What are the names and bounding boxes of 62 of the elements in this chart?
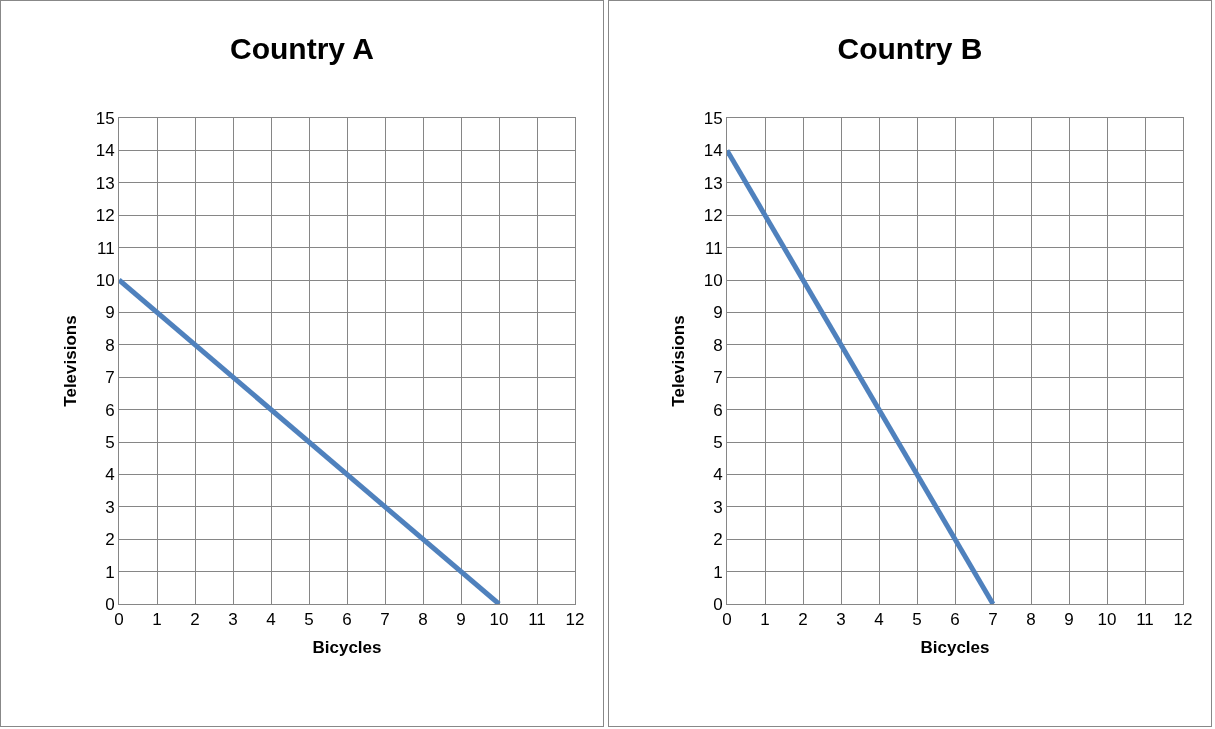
y-tick-label: 2 <box>713 530 723 550</box>
y-tick-label: 14 <box>703 141 723 161</box>
x-tick-label: 4 <box>266 610 276 630</box>
y-tick-label: 12 <box>703 206 723 226</box>
y-tick-label: 11 <box>96 238 115 258</box>
y-tick-label: 4 <box>713 465 723 485</box>
y-tick-label: 9 <box>713 303 723 323</box>
y-axis-title: Televisions <box>61 315 81 407</box>
x-tick-label: 10 <box>1097 610 1117 630</box>
x-tick-label: 9 <box>1064 610 1074 630</box>
x-tick-label: 1 <box>152 610 162 630</box>
y-tick-label: 6 <box>713 400 723 420</box>
x-tick-label: 8 <box>418 610 428 630</box>
x-tick-label: 2 <box>190 610 200 630</box>
y-tick-label: 15 <box>95 108 115 128</box>
x-tick-label: 5 <box>912 610 922 630</box>
x-tick-label: 12 <box>565 610 585 630</box>
x-tick-label: 6 <box>950 610 960 630</box>
x-axis-title: Bicycles <box>920 637 990 657</box>
x-tick-label: 7 <box>380 610 390 630</box>
x-tick-label: 9 <box>456 610 466 630</box>
chart-title: Country B <box>837 31 983 65</box>
y-tick-label: 14 <box>95 141 115 161</box>
y-tick-label: 1 <box>713 562 723 582</box>
y-tick-label: 10 <box>95 270 115 290</box>
y-tick-label: 6 <box>105 400 115 420</box>
x-tick-label: 10 <box>489 610 509 630</box>
y-tick-label: 7 <box>713 368 723 388</box>
chart-title: Country A <box>230 31 374 65</box>
y-axis-title: Televisions <box>669 315 689 407</box>
y-tick-label: 13 <box>703 173 723 193</box>
y-tick-label: 8 <box>713 335 723 355</box>
x-tick-label: 2 <box>798 610 808 630</box>
x-tick-label: 4 <box>874 610 884 630</box>
y-tick-label: 4 <box>105 465 115 485</box>
y-tick-label: 15 <box>703 108 723 128</box>
x-tick-label: 6 <box>342 610 352 630</box>
y-tick-label: 5 <box>713 432 723 452</box>
y-tick-label: 10 <box>703 270 723 290</box>
y-tick-label: 3 <box>713 497 723 517</box>
y-tick-label: 2 <box>105 530 115 550</box>
x-tick-label: 8 <box>1026 610 1036 630</box>
x-tick-label: 3 <box>228 610 238 630</box>
x-tick-label: 3 <box>836 610 846 630</box>
x-axis-title: Bicycles <box>312 637 382 657</box>
y-tick-label: 13 <box>95 173 115 193</box>
x-tick-label: 5 <box>304 610 314 630</box>
y-tick-label: 12 <box>95 206 115 226</box>
y-tick-label: 11 <box>704 238 723 258</box>
x-tick-label: 12 <box>1173 610 1193 630</box>
x-tick-label: 11 <box>528 610 546 630</box>
y-tick-label: 5 <box>105 432 115 452</box>
y-tick-label: 9 <box>105 303 115 323</box>
x-tick-label: 7 <box>988 610 998 630</box>
x-tick-label: 1 <box>760 610 770 630</box>
y-tick-label: 7 <box>105 368 115 388</box>
y-tick-label: 0 <box>713 594 723 614</box>
y-tick-label: 1 <box>105 562 115 582</box>
y-tick-label: 8 <box>105 335 115 355</box>
y-tick-label: 0 <box>105 594 115 614</box>
x-tick-label: 11 <box>1136 610 1154 630</box>
y-tick-label: 3 <box>105 497 115 517</box>
